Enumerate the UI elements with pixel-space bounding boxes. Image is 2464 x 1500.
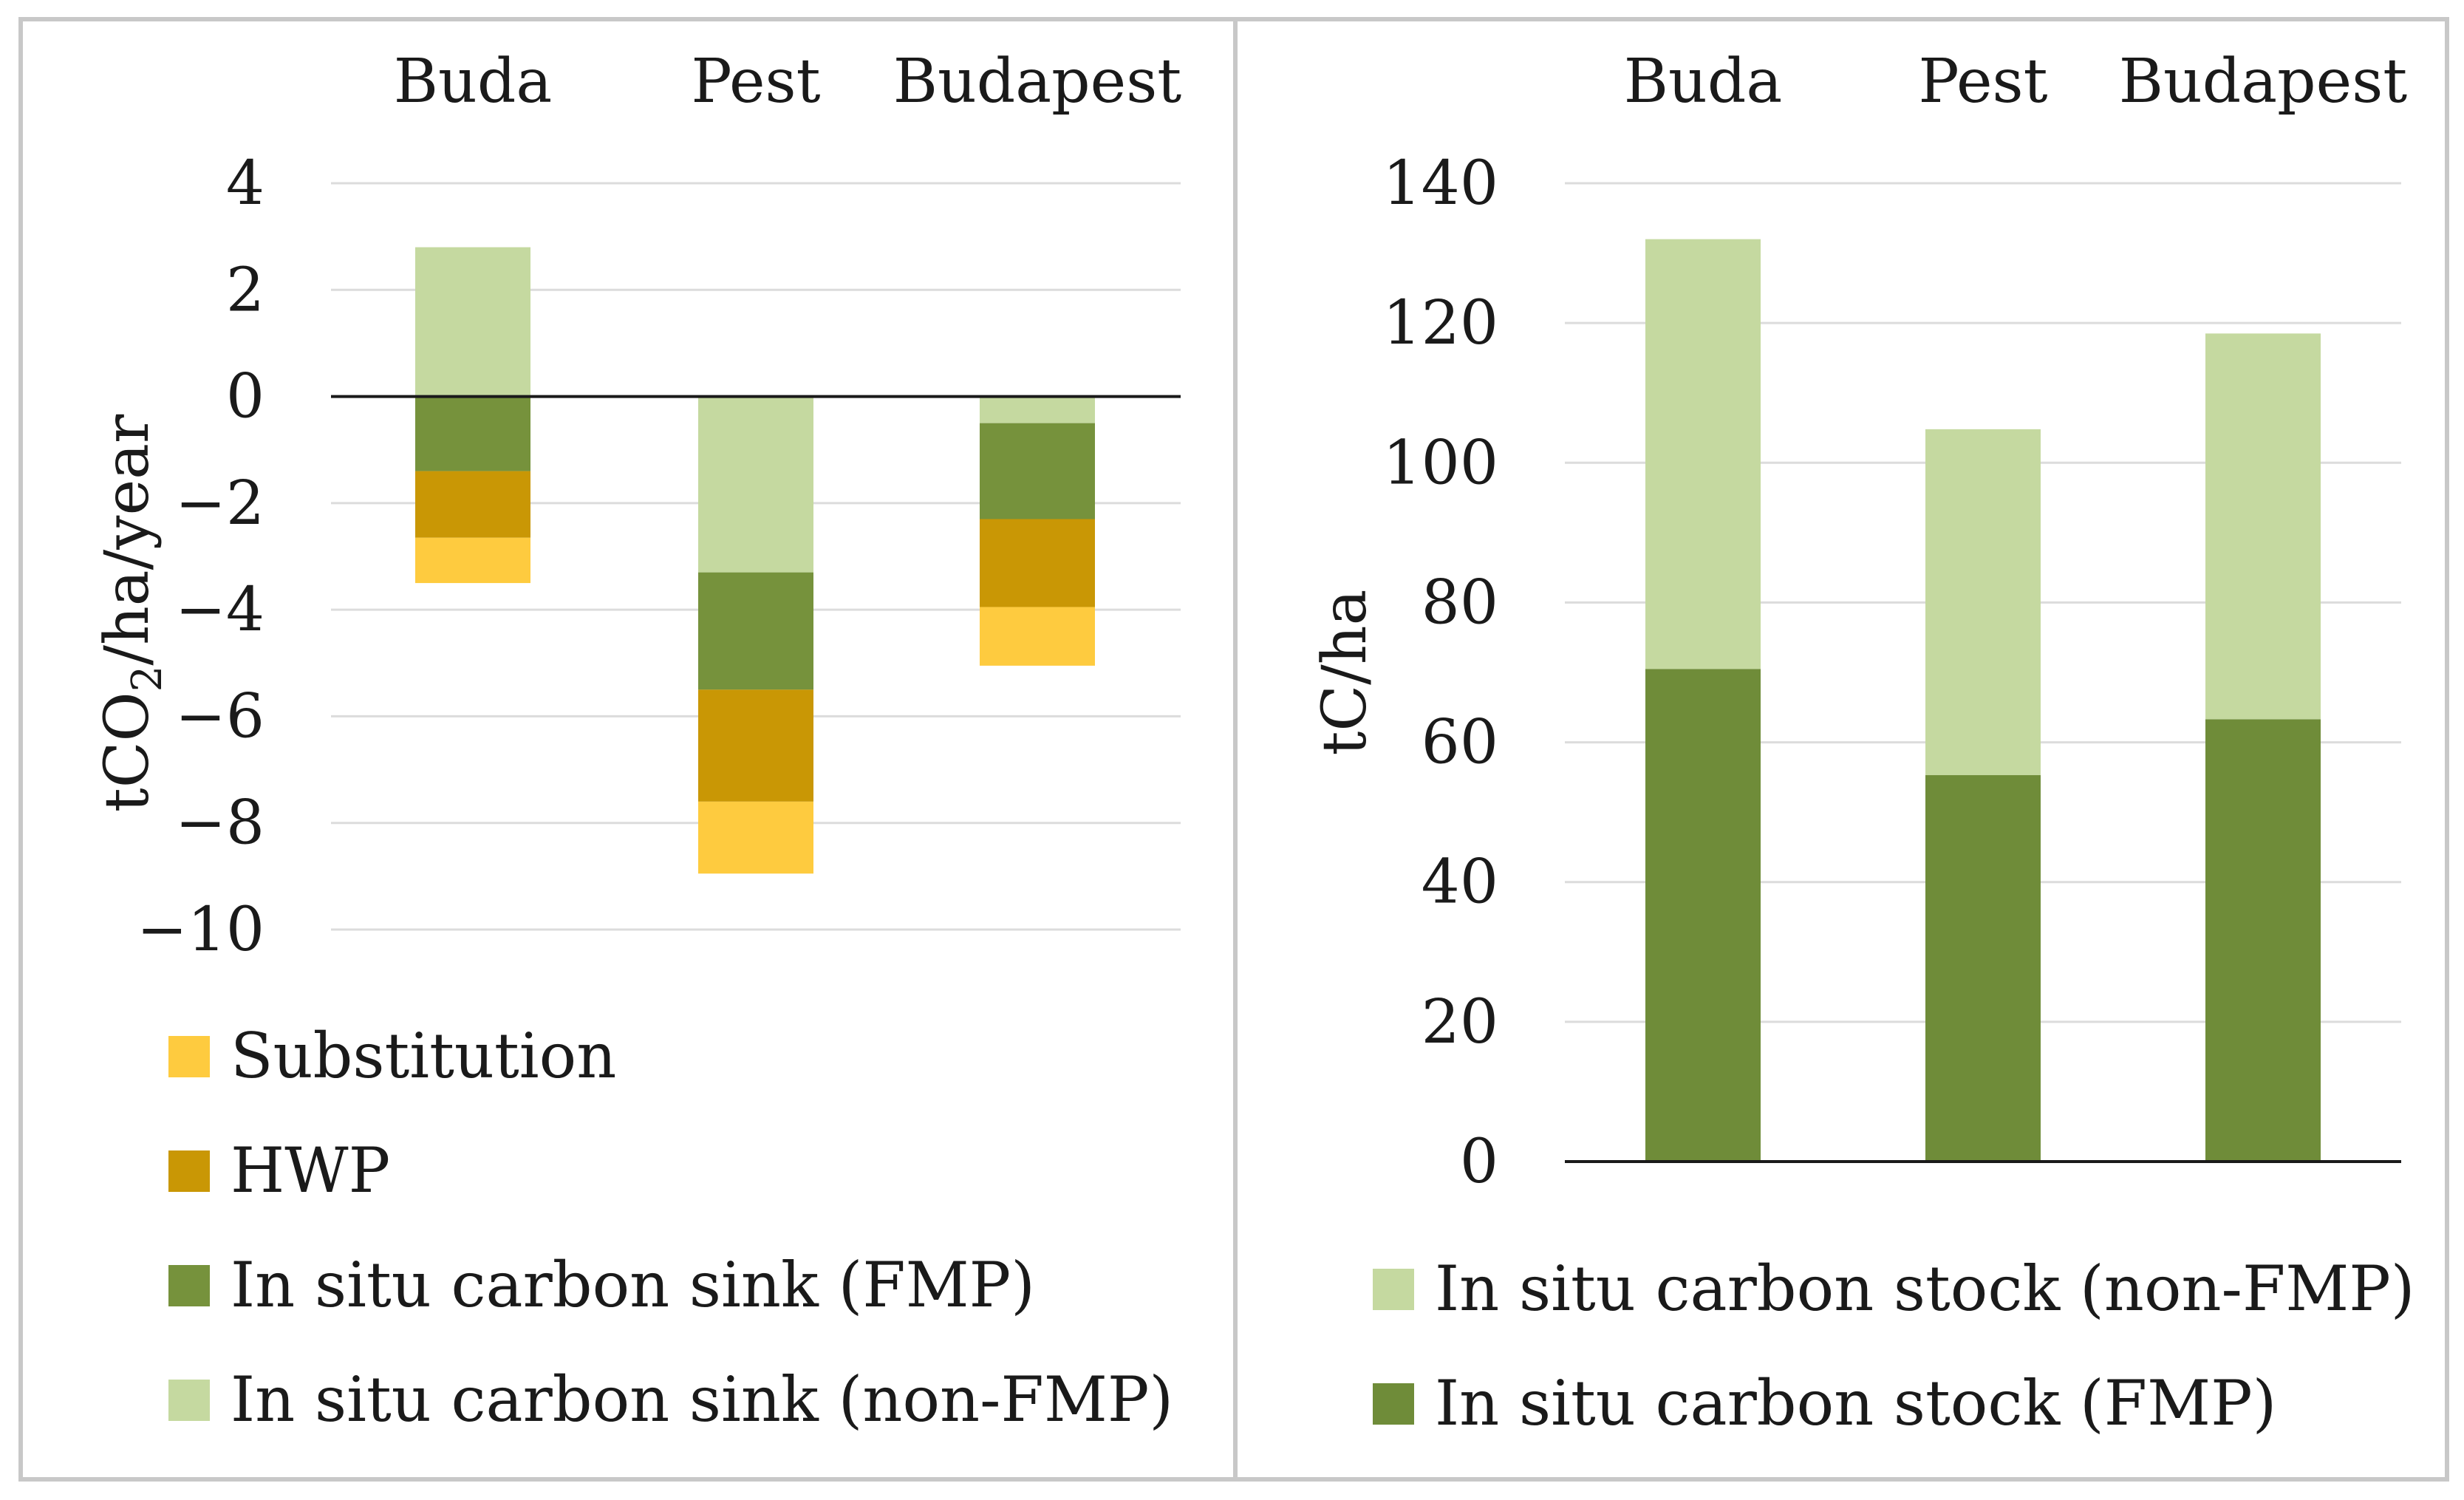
right-y-tick-20: 20 [1422, 987, 1498, 1057]
right-bar-budapest-in-situ-carbon-stock-fmp [2205, 719, 2321, 1162]
right-bars [1645, 239, 2321, 1162]
left-legend-swatch-in-situ-carbon-sink-fmp [168, 1265, 210, 1306]
left-category-label-buda: Buda [394, 47, 552, 117]
left-legend-label-substitution: Substitution [231, 1020, 616, 1092]
left-y-tick-6: −6 [175, 681, 265, 751]
right-bar-buda-in-situ-carbon-stock-non-fmp [1645, 239, 1761, 669]
right-panel-carbon-stock-chart: 140 120 100 80 60 40 20 0 Buda Pest Budapest tC/h… [1310, 47, 2415, 1439]
left-legend-label-hwp: HWP [231, 1134, 390, 1207]
left-legend-label-in-situ-carbon-sink-non-fmp: In situ carbon sink (non-FMP) [231, 1363, 1173, 1436]
left-bar-budapest-hwp [980, 519, 1095, 607]
right-y-tick-80: 80 [1422, 567, 1498, 638]
right-bar-pest-in-situ-carbon-stock-non-fmp [1925, 429, 2041, 776]
left-bar-buda-in-situ-carbon-sink-fmp [415, 396, 530, 471]
left-bar-pest-hwp [698, 689, 813, 802]
left-bar-budapest-in-situ-carbon-sink-non-fmp [980, 396, 1095, 423]
left-y-tick-labels: 4 2 0 −2 −4 −6 −8 −10 [137, 149, 265, 965]
right-y-axis-label: tC/ha [1310, 589, 1380, 755]
left-y-axis-label-main: tCO [92, 692, 163, 812]
right-legend-swatch-in-situ-carbon-stock-fmp [1373, 1383, 1414, 1425]
right-y-tick-60: 60 [1422, 708, 1498, 778]
right-category-label-budapest: Budapest [2119, 47, 2408, 117]
left-legend-swatch-substitution [168, 1036, 210, 1077]
left-bar-buda-substitution [415, 537, 530, 584]
left-bar-pest-in-situ-carbon-sink-fmp [698, 572, 813, 690]
left-y-tick-0: 0 [226, 362, 265, 432]
left-bar-budapest-substitution [980, 607, 1095, 666]
left-y-tick-4: −4 [175, 575, 265, 645]
right-category-labels: Buda Pest Budapest [1624, 47, 2408, 117]
left-bar-budapest-in-situ-carbon-sink-fmp [980, 423, 1095, 519]
left-bar-pest-substitution [698, 801, 813, 874]
left-category-label-pest: Pest [691, 47, 820, 117]
left-bars [415, 247, 1095, 874]
right-y-tick-120: 120 [1382, 288, 1498, 358]
left-legend-label-in-situ-carbon-sink-fmp: In situ carbon sink (FMP) [231, 1249, 1035, 1321]
left-y-axis-label: tCO2/ha/year [92, 414, 171, 812]
left-y-tick-2: −2 [175, 468, 265, 539]
left-y-axis-label-subscript: 2 [123, 666, 171, 692]
right-y-tick-0: 0 [1460, 1127, 1498, 1197]
left-y-tick-8: −8 [175, 788, 265, 859]
right-legend-label-in-situ-carbon-stock-non-fmp: In situ carbon stock (non-FMP) [1435, 1252, 2415, 1325]
right-y-tick-140: 140 [1382, 149, 1498, 219]
left-category-labels: Buda Pest Budapest [394, 47, 1182, 117]
right-bar-buda-in-situ-carbon-stock-fmp [1645, 669, 1761, 1162]
left-y-tick-2: 2 [226, 255, 265, 325]
right-bar-budapest-in-situ-carbon-stock-non-fmp [2205, 333, 2321, 720]
left-bar-buda-in-situ-carbon-sink-non-fmp [415, 247, 530, 397]
left-y-axis-label-unit: /ha/year [92, 414, 163, 666]
right-y-tick-labels: 140 120 100 80 60 40 20 0 [1382, 149, 1498, 1197]
left-panel-carbon-sink-chart: 420−2−4−6−8−10 Buda Pest Budapest tCO2/ha/… [92, 47, 1181, 1436]
left-legend-swatch-in-situ-carbon-sink-non-fmp [168, 1380, 210, 1421]
left-y-tick-10: −10 [137, 895, 265, 965]
right-legend-label-in-situ-carbon-stock-fmp: In situ carbon stock (FMP) [1435, 1367, 2276, 1439]
left-category-label-budapest: Budapest [893, 47, 1182, 117]
left-bar-pest-in-situ-carbon-sink-non-fmp [698, 396, 813, 573]
right-bar-pest-in-situ-carbon-stock-fmp [1925, 775, 2041, 1162]
right-legend: In situ carbon stock (non-FMP) In situ ca… [1373, 1252, 2415, 1439]
right-legend-swatch-in-situ-carbon-stock-non-fmp [1373, 1269, 1414, 1310]
left-legend: Substitution HWP In situ carbon sink (FMP)… [168, 1020, 1173, 1436]
right-category-label-pest: Pest [1918, 47, 2047, 117]
left-legend-swatch-hwp [168, 1150, 210, 1192]
right-y-tick-40: 40 [1422, 848, 1498, 918]
right-y-tick-100: 100 [1382, 428, 1498, 498]
left-bar-buda-hwp [415, 471, 530, 538]
left-y-tick-4: 4 [226, 149, 265, 219]
right-category-label-buda: Buda [1624, 47, 1782, 117]
